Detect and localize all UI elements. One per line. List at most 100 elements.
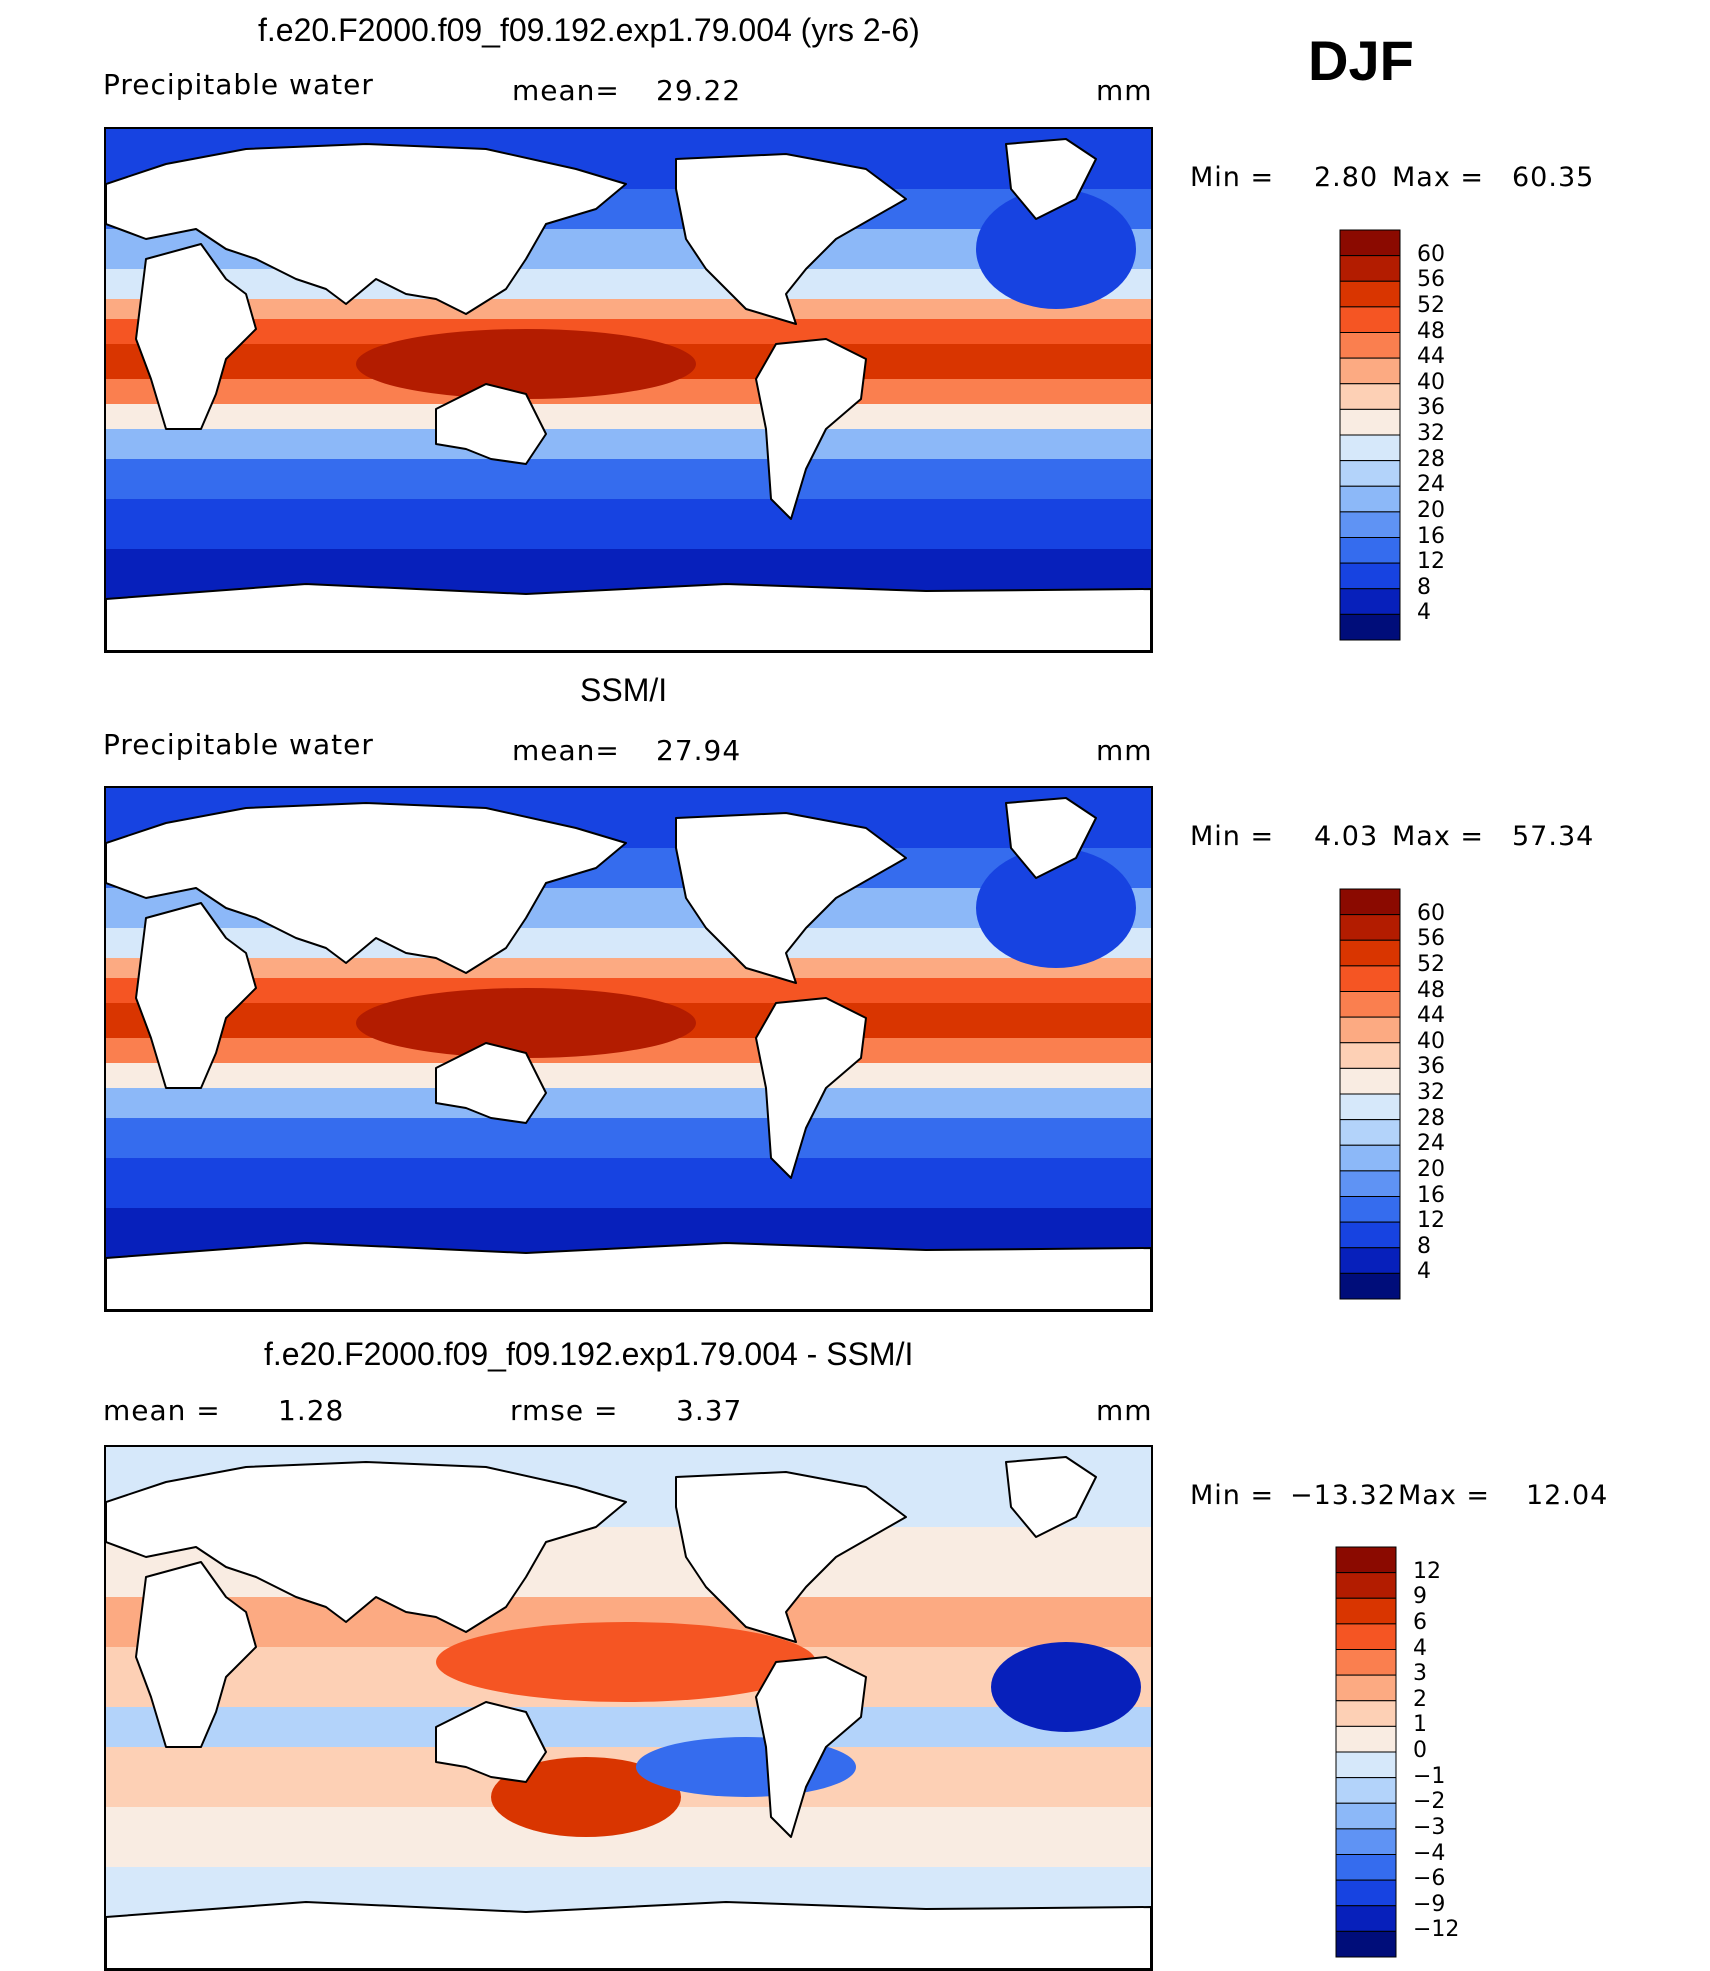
field-band [106,459,1151,499]
colorbar-tick-label: 8 [1417,1233,1431,1259]
colorbar-swatch [1339,229,1401,257]
colorbar-tick-label: 52 [1417,292,1445,318]
colorbar-swatch [1335,1802,1397,1830]
field-band [106,1118,1151,1158]
land-outline [106,802,627,974]
colorbar-tick-label: 32 [1417,421,1445,446]
colorbar-swatch [1339,332,1401,359]
colorbar-swatch [1335,1674,1397,1702]
colorbar-swatch [1339,939,1401,967]
field-band [106,928,1151,958]
field-band [106,299,1151,319]
panel3-map [104,1445,1153,1971]
colorbar-tick-label: 12 [1413,1558,1441,1584]
panel2-mean-label: mean= [512,734,620,767]
panel3-max-value: 12.04 [1526,1480,1609,1511]
colorbar-swatch [1339,613,1401,641]
colorbar-tick-label: 40 [1417,1028,1445,1054]
colorbar-tick-label: 16 [1417,1182,1445,1208]
colorbar-swatch [1339,1247,1401,1274]
colorbar-tick-label: 52 [1417,951,1445,977]
panel1-variable-label: Precipitable water [103,68,374,101]
colorbar-swatch [1339,306,1401,333]
panel3-min-label: Min = [1190,1480,1275,1511]
colorbar-swatch [1339,1221,1401,1249]
colorbar-tick-label: 4 [1417,600,1431,626]
colorbar-swatch [1339,1272,1401,1300]
land-outline [755,338,867,520]
colorbar-swatch [1339,1170,1401,1197]
colorbar-tick-label: 8 [1417,574,1431,600]
colorbar-tick-label: 20 [1417,1156,1445,1182]
panel2-title: SSM/I [580,672,668,708]
colorbar-tick-label: −12 [1413,1917,1460,1943]
colorbar-swatch [1339,357,1401,385]
colorbar-tick-label: 4 [1417,1259,1431,1285]
land-outline [1005,138,1097,220]
colorbar-swatch [1335,1879,1397,1907]
land-outline [1005,1456,1097,1538]
colorbar-tick-label: 48 [1417,318,1445,344]
panel3-rmse-value: 3.37 [676,1394,743,1427]
colorbar-swatch [1339,280,1401,308]
panel1-min-label: Min = [1190,162,1275,193]
colorbar-tick-label: 56 [1417,926,1445,952]
field-band [106,1063,1151,1088]
colorbar-tick-label: 6 [1413,1609,1427,1635]
season-label: DJF [1308,29,1414,92]
colorbar-swatch [1335,1828,1397,1855]
panel1-title: f.e20.F2000.f09_f09.192.exp1.79.004 (yrs… [258,12,920,48]
panel1-mean-label: mean= [512,74,620,107]
colorbar-swatch [1339,914,1401,941]
land-outline [435,383,547,465]
panel2-map [104,786,1153,1312]
colorbar-swatch [1335,1777,1397,1804]
colorbar-tick-label: −9 [1413,1891,1446,1917]
colorbar-tick-label: 9 [1413,1584,1427,1610]
colorbar-tick-label: 16 [1417,523,1445,549]
colorbar-swatch [1339,562,1401,590]
land-outline [755,1656,867,1838]
panel2-colorbar [1339,888,1401,1300]
colorbar-swatch [1339,588,1401,615]
colorbar-swatch [1335,1546,1397,1574]
field-band [106,1707,1151,1747]
colorbar-tick-label: 3 [1413,1661,1427,1687]
colorbar-swatch [1339,888,1401,916]
land-outline [675,1471,907,1643]
field-negative-anomaly [991,1642,1141,1732]
land-outline [755,997,867,1179]
colorbar-tick-label: −4 [1413,1840,1446,1866]
colorbar-tick-label: 28 [1417,1105,1445,1131]
colorbar-swatch [1339,255,1401,282]
land-outline [1005,797,1097,879]
colorbar-tick-label: −3 [1413,1814,1446,1840]
colorbar-tick-label: 12 [1417,549,1445,575]
panel3-mean-value: 1.28 [278,1394,345,1427]
panel2-variable-label: Precipitable water [103,728,374,761]
field-band [106,404,1151,429]
field-positive-anomaly [491,1757,681,1837]
panel2-min-label: Min = [1190,821,1275,852]
colorbar-swatch [1339,511,1401,538]
colorbar-swatch [1335,1700,1397,1727]
panel3-mean-label: mean = [103,1394,221,1427]
colorbar-swatch [1335,1905,1397,1932]
colorbar-tick-label: 48 [1417,977,1445,1003]
panel1-mean-value: 29.22 [656,74,742,107]
panel3-min-value: −13.32 [1290,1480,1396,1511]
colorbar-swatch [1339,1016,1401,1044]
land-outline [435,1042,547,1124]
field-band [106,1088,1151,1118]
colorbar-tick-label: 20 [1417,497,1445,523]
colorbar-swatch [1335,1854,1397,1881]
panel2-min-value: 4.03 [1314,821,1379,852]
colorbar-tick-label: 12 [1417,1208,1445,1234]
panel3-title: f.e20.F2000.f09_f09.192.exp1.79.004 - SS… [264,1336,914,1372]
panel3-units: mm [1096,1394,1153,1427]
colorbar-swatch [1339,1042,1401,1069]
panel2-mean-value: 27.94 [656,734,742,767]
colorbar-tick-label: 32 [1417,1080,1445,1105]
colorbar-tick-label: 1 [1413,1712,1427,1738]
field-maximum [356,329,696,399]
